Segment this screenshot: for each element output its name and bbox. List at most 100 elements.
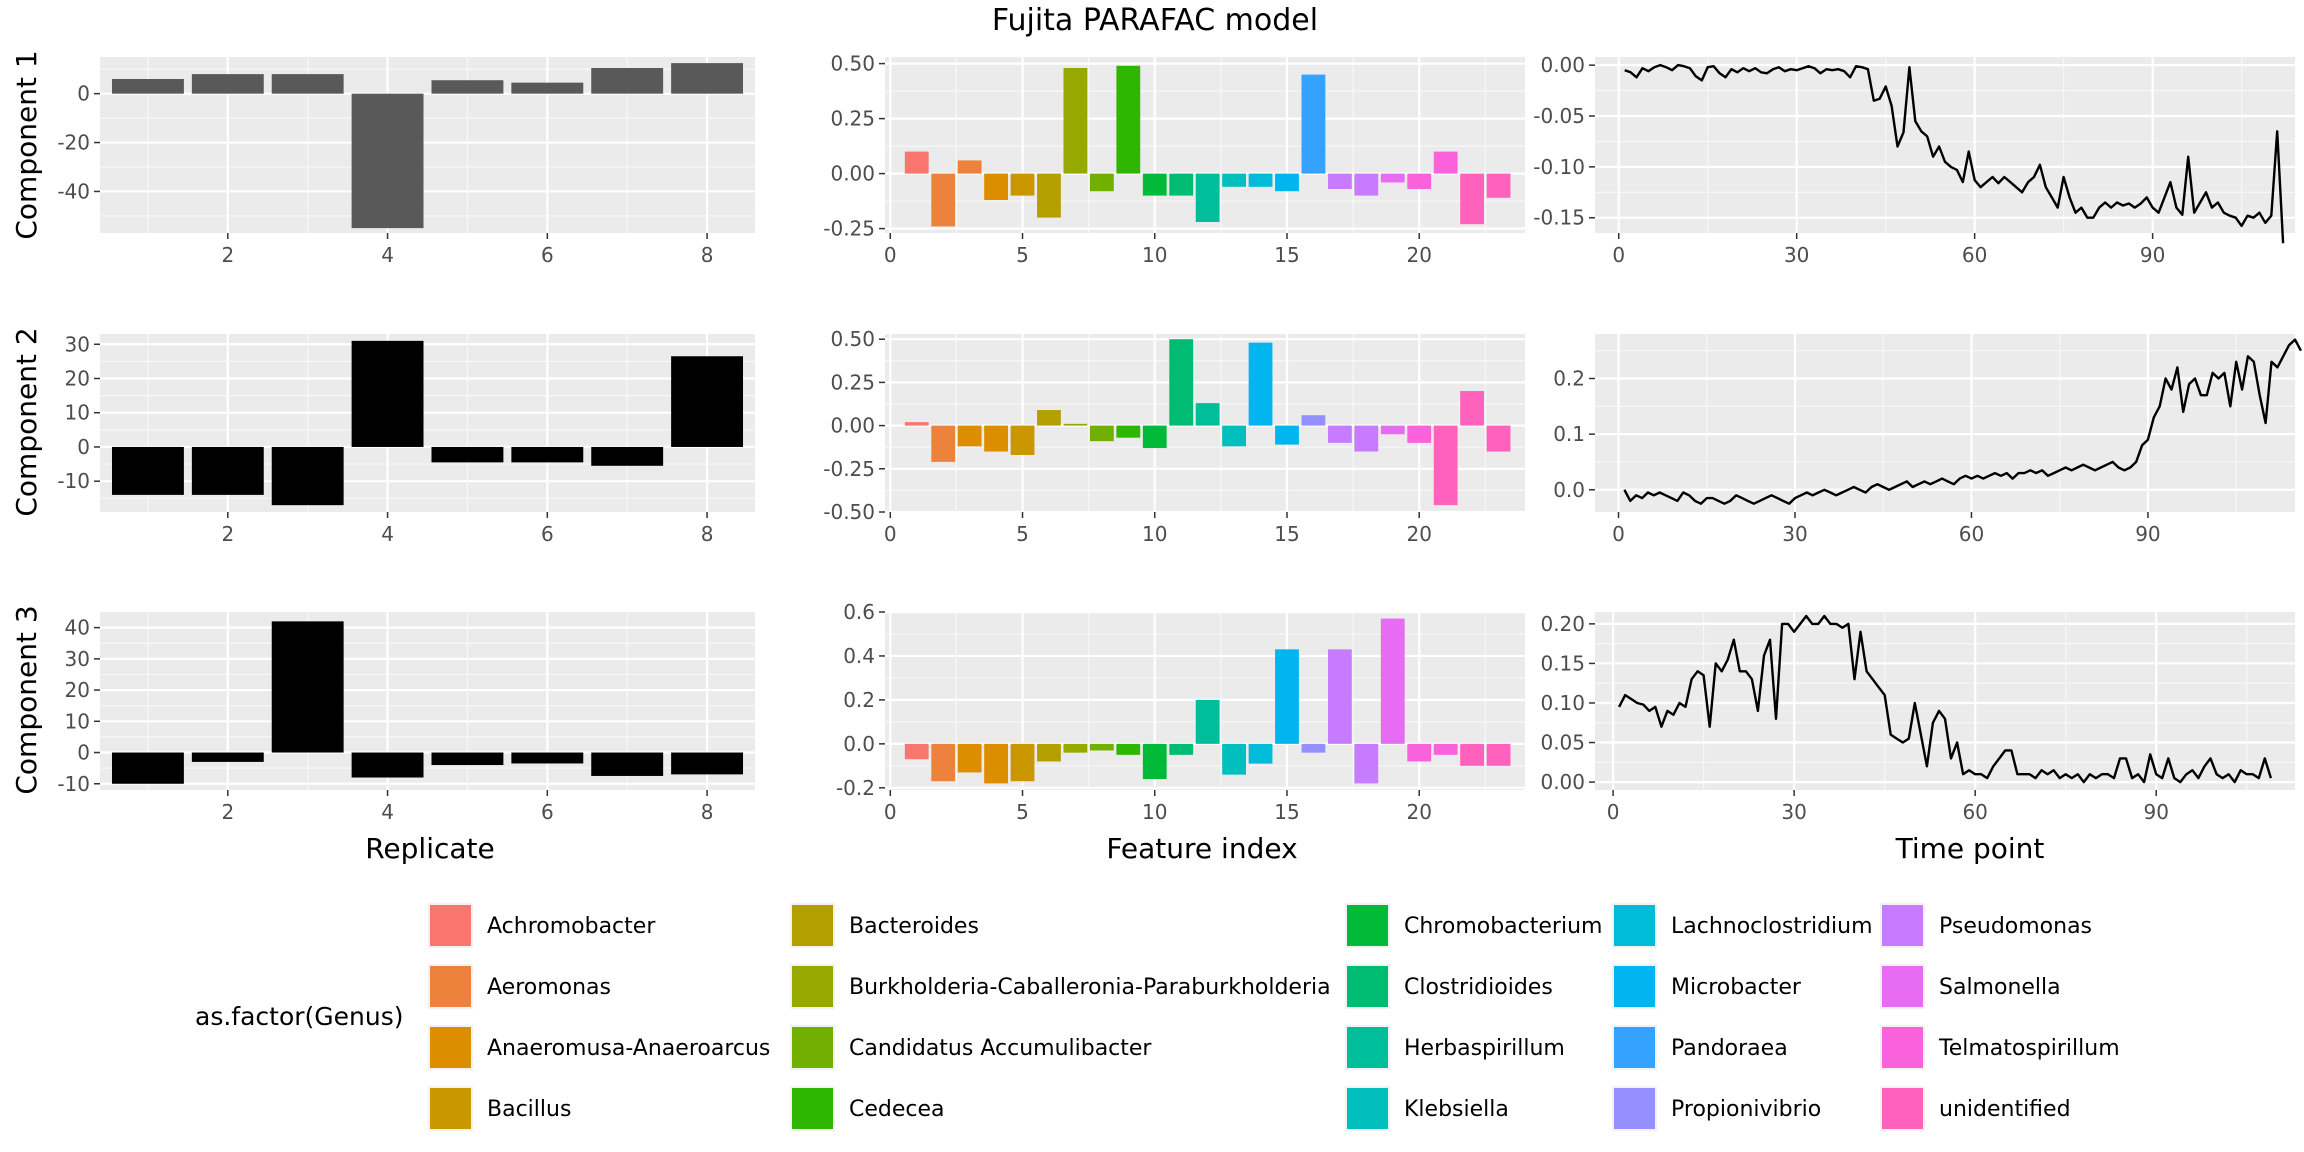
- y-tick-label: -20: [57, 131, 90, 155]
- legend-item: Bacteroides: [790, 903, 979, 948]
- bar: [1327, 649, 1352, 744]
- bar: [1354, 425, 1379, 452]
- series-line: [1624, 63, 2285, 244]
- bar: [671, 63, 744, 94]
- bar: [1327, 425, 1352, 443]
- bar: [931, 743, 956, 782]
- chart-title: Fujita PARAFAC model: [992, 3, 1318, 38]
- y-tick-label: -0.25: [823, 217, 875, 241]
- legend-item: Candidatus Accumulibacter: [790, 1025, 1152, 1070]
- bar: [351, 752, 424, 778]
- legend-swatch: [1347, 966, 1388, 1007]
- panel-5: -0.50 -0.25 0.00 0.25 0.50 0 5 10 15 20: [823, 327, 1525, 546]
- legend-item: Klebsiella: [1345, 1086, 1509, 1131]
- bar: [271, 446, 344, 506]
- legend-item: Microbacter: [1612, 964, 1802, 1009]
- bar: [1275, 173, 1299, 192]
- bar: [1380, 425, 1405, 435]
- legend-label: Chromobacterium: [1404, 914, 1602, 939]
- y-tick-label: 0.6: [843, 600, 875, 624]
- legend-label: Pseudomonas: [1939, 914, 2092, 939]
- x-tick-label: 10: [1142, 243, 1167, 267]
- bar: [111, 79, 184, 94]
- x-tick-label: 60: [1959, 522, 1984, 546]
- bar: [1486, 173, 1511, 198]
- bar: [1222, 425, 1246, 447]
- x-tick-label: 8: [701, 800, 714, 824]
- y-tick-label: 0.4: [843, 644, 875, 668]
- legend-item: Propionivibrio: [1612, 1086, 1821, 1131]
- panel-8: -0.2 0.0 0.2 0.4 0.6 0 5 10 15 20: [836, 600, 1525, 824]
- bar: [1142, 173, 1167, 196]
- x-tick-label: 90: [2135, 522, 2160, 546]
- bar: [1354, 743, 1379, 784]
- legend-title: as.factor(Genus): [195, 1002, 404, 1031]
- bar: [1195, 699, 1220, 744]
- bar: [957, 743, 982, 773]
- bar: [957, 425, 982, 447]
- legend-label: Propionivibrio: [1671, 1097, 1821, 1122]
- bar: [1142, 743, 1167, 780]
- legend-swatch: [1882, 966, 1923, 1007]
- bar: [191, 446, 264, 495]
- bar: [957, 160, 982, 174]
- legend-label: Clostridioides: [1404, 975, 1553, 1000]
- legend-item: Salmonella: [1880, 964, 2061, 1009]
- y-tick-label: 0.00: [1540, 53, 1585, 77]
- bar: [511, 446, 584, 463]
- x-tick-label: 6: [541, 243, 554, 267]
- bar: [1486, 425, 1511, 452]
- bar: [1089, 743, 1114, 751]
- bar: [1037, 410, 1061, 426]
- legend-label: Bacteroides: [849, 914, 979, 939]
- bar: [1433, 425, 1458, 506]
- x-tick-label: 6: [541, 522, 554, 546]
- y-tick-label: 0.05: [1540, 731, 1585, 755]
- bar: [1037, 173, 1061, 218]
- legend-item: Lachnoclostridium: [1612, 903, 1873, 948]
- legend-item: Anaeromusa-Anaeroarcus: [428, 1025, 770, 1070]
- bar: [984, 425, 1008, 452]
- legend-label: Salmonella: [1939, 975, 2061, 1000]
- x-tick-label: 5: [1016, 243, 1029, 267]
- bar: [1407, 173, 1432, 189]
- bar: [1301, 74, 1326, 174]
- x-tick-label: 0: [1612, 522, 1625, 546]
- bar: [1116, 65, 1141, 174]
- legend-item: Bacillus: [428, 1086, 571, 1131]
- x-tick-label: 20: [1406, 522, 1431, 546]
- y-tick-label: 0.20: [1540, 612, 1585, 636]
- series-line: [1623, 338, 2302, 505]
- legend-item: Pseudomonas: [1880, 903, 2092, 948]
- bar: [671, 752, 744, 775]
- legend-label: Klebsiella: [1404, 1097, 1509, 1122]
- x-tick-label: 30: [1782, 522, 1807, 546]
- y-tick-label: -10: [57, 469, 90, 493]
- bar: [1010, 425, 1035, 455]
- x-tick-label: 0: [1607, 800, 1620, 824]
- bar: [111, 446, 184, 495]
- panel-3: -0.15 -0.10 -0.05 0.00 0 30 60 90: [1533, 53, 2295, 267]
- y-tick-label: 0.25: [830, 370, 875, 394]
- legend-item: Achromobacter: [428, 903, 656, 948]
- legend-swatch: [792, 905, 833, 946]
- y-tick-label: 0.2: [843, 688, 875, 712]
- bar: [351, 340, 424, 447]
- row-label-2: Component 2: [10, 327, 43, 516]
- y-tick-label: 0.00: [830, 162, 875, 186]
- bar: [511, 82, 584, 94]
- legend-label: Anaeromusa-Anaeroarcus: [487, 1036, 770, 1061]
- y-tick-label: 0.1: [1553, 422, 1585, 446]
- x-tick-label: 15: [1274, 522, 1299, 546]
- column-label-replicate: Replicate: [365, 832, 495, 865]
- y-tick-label: 40: [65, 616, 90, 640]
- bar: [271, 74, 344, 94]
- y-tick-label: 0: [77, 82, 90, 106]
- panel-background: [1595, 612, 2295, 790]
- y-tick-label: -0.10: [1533, 155, 1585, 179]
- x-tick-label: 5: [1016, 800, 1029, 824]
- x-tick-label: 6: [541, 800, 554, 824]
- bar: [1089, 425, 1114, 442]
- bar: [1037, 743, 1061, 762]
